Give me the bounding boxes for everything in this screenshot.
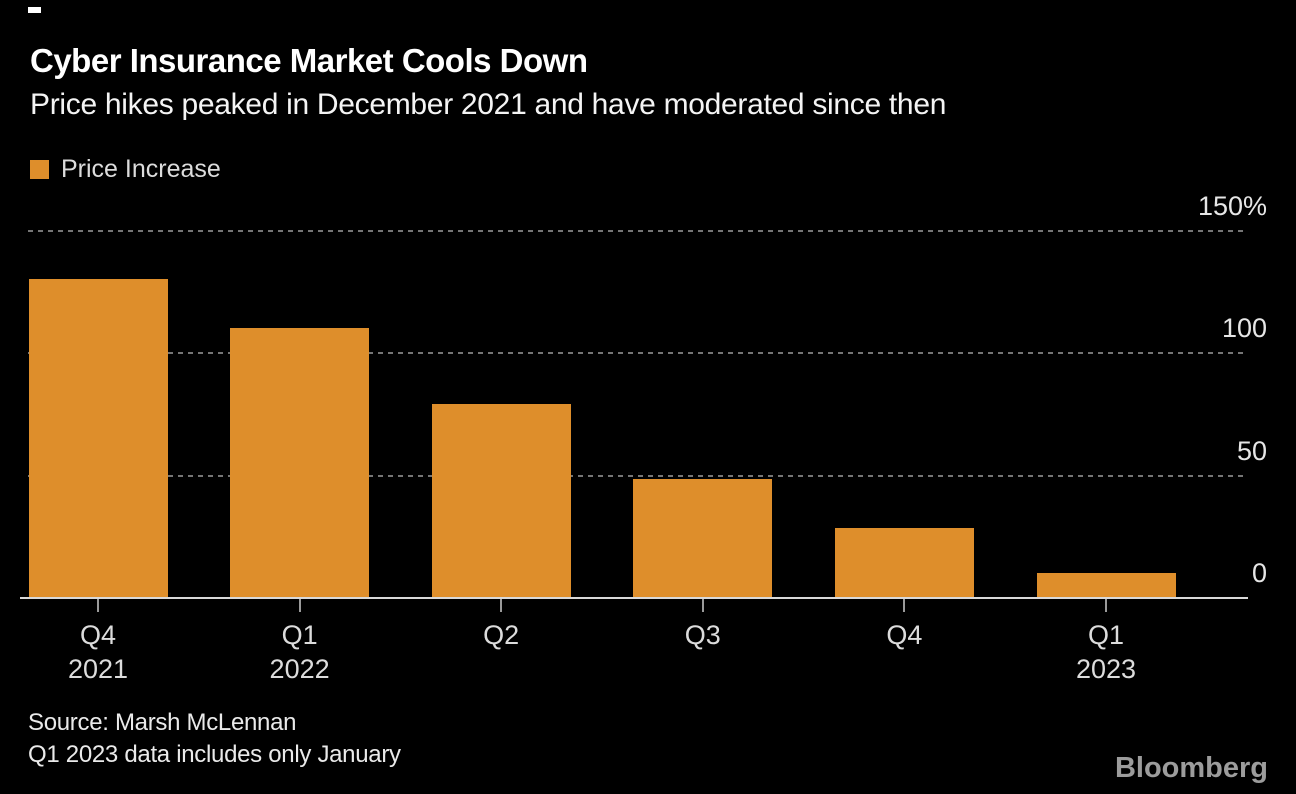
source-line: Source: Marsh McLennan [28, 709, 297, 736]
x-axis-tick-3 [701, 599, 704, 612]
x-axis-label-3: Q3 [684, 620, 721, 650]
x-axis-tick-2 [500, 599, 503, 612]
chart-title: Cyber Insurance Market Cools Down [30, 42, 588, 79]
bar-Q12023 [1037, 573, 1176, 597]
gridline-100 [28, 352, 1248, 355]
y-axis-label-100: 100 [1221, 313, 1267, 344]
x-axis-tick-1 [298, 599, 301, 612]
x-axis-label-1: Q1 2022 [269, 620, 330, 684]
x-axis-label-5: Q1 2023 [1075, 620, 1137, 684]
legend-label: Price Increase [61, 155, 221, 183]
brand-corner-mark [28, 7, 41, 13]
gridline-150 [28, 229, 1248, 232]
bloomberg-logo: Bloomberg [1114, 752, 1268, 784]
y-axis-label-150: 150% [1197, 190, 1267, 221]
x-axis-label-0: Q4 2021 [67, 620, 129, 684]
x-axis-tick-4 [903, 599, 906, 612]
legend-swatch-icon [30, 160, 49, 179]
x-axis-label-2: Q2 [483, 620, 520, 650]
gridline-50 [28, 474, 1248, 477]
x-axis-tick-0 [97, 599, 99, 612]
x-axis-tick-5 [1105, 599, 1107, 612]
legend: Price Increase [30, 155, 221, 184]
bar-Q12022 [230, 328, 369, 597]
bar-Q4 [835, 528, 974, 597]
bar-Q42021 [29, 279, 168, 597]
chart-subtitle: Price hikes peaked in December 2021 and … [30, 88, 947, 121]
bar-Q2 [432, 404, 571, 597]
x-axis-label-4: Q4 [886, 620, 923, 650]
y-axis-label-50: 50 [1236, 435, 1267, 466]
y-axis-label-0: 0 [1251, 558, 1267, 588]
footnote-line: Q1 2023 data includes only January [28, 741, 401, 768]
bar-Q3 [633, 479, 772, 597]
x-axis-baseline [20, 597, 1248, 599]
